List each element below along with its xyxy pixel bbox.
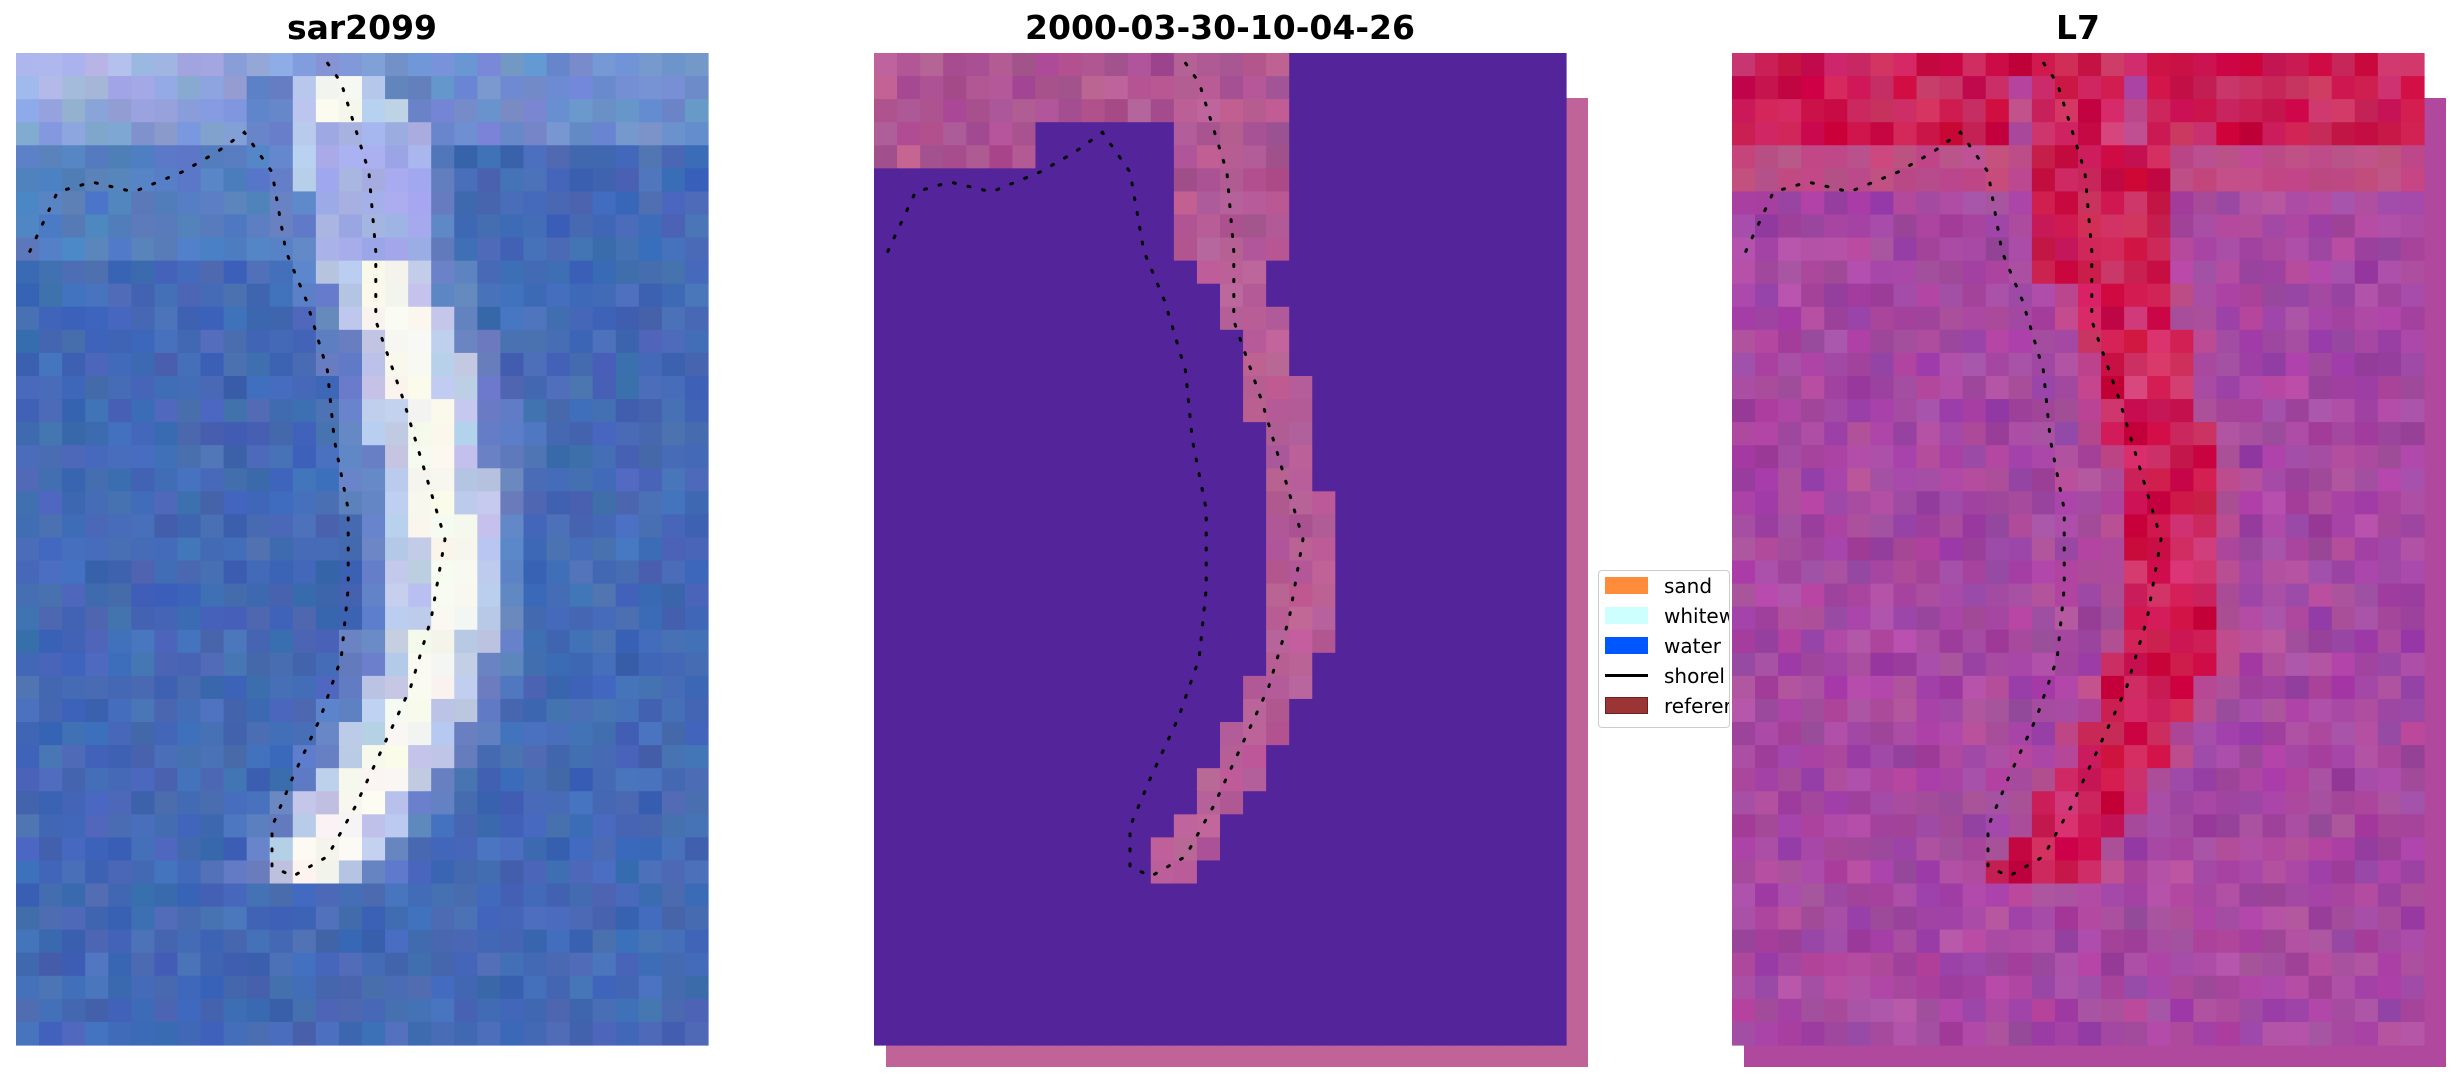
legend-label-whitewater: whitew xyxy=(1664,604,1730,628)
legend-item-shoreline: shorel xyxy=(1599,661,1729,688)
panel-title-satellite: sar2099 xyxy=(286,8,438,47)
legend-item-water: water xyxy=(1599,631,1729,658)
panel-title-classified: 2000-03-30-10-04-26 xyxy=(1025,8,1415,47)
legend-label-water: water xyxy=(1664,634,1721,658)
legend: sand whitew water shorel referer xyxy=(1598,570,1730,728)
legend-item-whitewater: whitew xyxy=(1599,601,1729,628)
panel-title-index: L7 xyxy=(2056,8,2100,47)
legend-item-sand: sand xyxy=(1599,571,1729,598)
whitewater-swatch xyxy=(1605,607,1648,624)
legend-label-shoreline: shorel xyxy=(1664,664,1725,688)
legend-item-reference: referer xyxy=(1599,691,1729,718)
legend-label-sand: sand xyxy=(1664,574,1713,598)
shoreline-line-swatch xyxy=(1605,674,1648,677)
legend-label-reference: referer xyxy=(1664,694,1730,718)
reference-swatch xyxy=(1605,697,1648,714)
sand-swatch xyxy=(1605,577,1648,594)
water-swatch xyxy=(1605,637,1648,654)
